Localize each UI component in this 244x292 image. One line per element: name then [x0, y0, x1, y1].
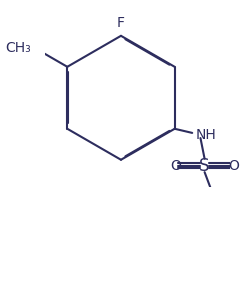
Text: CH₃: CH₃: [5, 41, 31, 55]
Text: F: F: [117, 15, 125, 29]
Text: O: O: [228, 159, 239, 173]
Text: O: O: [170, 159, 181, 173]
Text: S: S: [199, 157, 210, 175]
Text: NH: NH: [195, 128, 216, 142]
